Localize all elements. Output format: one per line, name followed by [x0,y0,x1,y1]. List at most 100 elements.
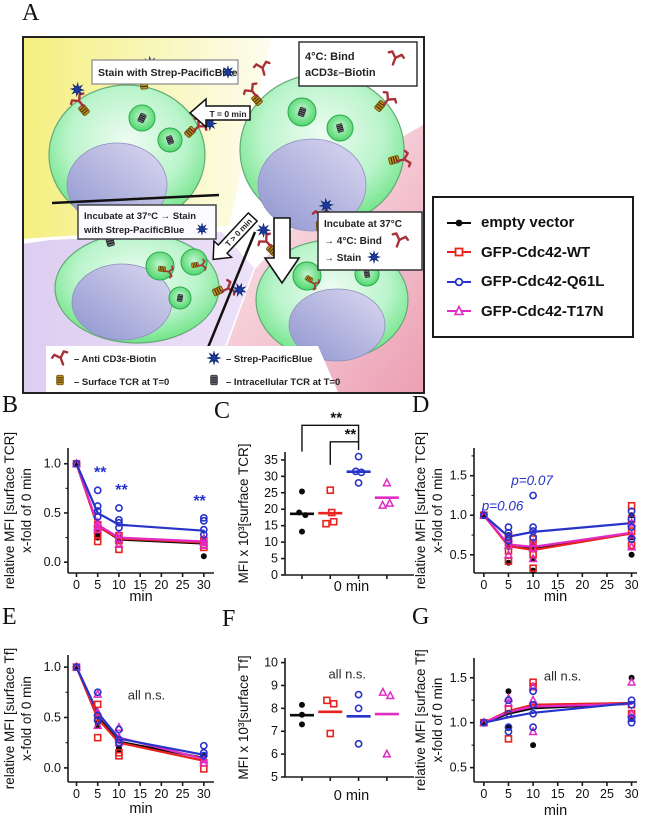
chart-panel-c: 0 5 10 15 20 25 30 35 0 min MFI x 10³[surface TCR… [214,398,418,615]
box-bind-4c: 4°C: Bind aCD3ε–Biotin [298,41,418,87]
series-points-GFP-Cdc42-WT [323,696,338,738]
box-chase-line3: → Stain [324,253,361,264]
legend-item-label: – Strep-PacificBlue [226,354,313,365]
svg-text:10: 10 [112,578,126,592]
svg-text:10: 10 [264,535,278,549]
svg-text:15: 15 [264,519,278,533]
series-line-GFP-Cdc42-Q61L [75,665,205,756]
surface-tcr-icon [56,374,64,386]
arrow-t0: T = 0 min [188,97,251,129]
axes [470,448,637,577]
svg-text:1.0: 1.0 [44,457,61,471]
y-axis-label: MFI x 10³[surface Tf] [236,655,251,779]
series-line-GFP-Cdc42-Q61L [75,462,205,532]
svg-text:0: 0 [480,787,487,801]
svg-text:10: 10 [526,787,540,801]
svg-text:25: 25 [600,578,614,592]
svg-text:10: 10 [264,656,278,670]
svg-text:0: 0 [73,578,80,592]
star-icon [196,223,208,235]
y-axis-label: relative MFI [surface Tf] [2,648,17,790]
series-points-GFP-Cdc42-T17N [378,686,395,758]
svg-text:0.5: 0.5 [44,506,61,520]
svg-text:0: 0 [271,568,278,582]
divider-line-top [51,193,220,205]
svg-text:30: 30 [197,578,211,592]
chart-svg-F: 5 6 7 8 9 10 0 min MFI x 10³[surface Tf] all n.s… [236,655,418,804]
box-chase-line2: → 4°C: Bind [324,236,382,247]
box-bind-line2: aCD3ε–Biotin [305,67,376,79]
svg-text:15: 15 [551,787,565,801]
series-points-empty vector [296,488,309,535]
svg-text:20: 20 [575,787,589,801]
chart-svg-C: 0 5 10 15 20 25 30 35 0 min MFI x 10³[surface TCR… [236,409,418,595]
series-points-GFP-Cdc42-Q61L [72,663,208,760]
panel-a-schematic: 4°C: Bind aCD3ε–Biotin Stain with Strep-… [22,36,425,394]
legend-marker-square-open-icon [447,247,471,257]
svg-text:0.5: 0.5 [450,548,467,562]
annotation: p=0.06 [481,499,524,514]
legend-label: empty vector [481,214,575,232]
svg-text:15: 15 [551,578,565,592]
annotation: all n.s. [544,668,582,683]
svg-text:20: 20 [264,502,278,516]
box-stain: Stain with Strep-PacificBlue [91,59,239,85]
chart-panel-f: 5 6 7 8 9 10 0 min MFI x 10³[surface Tf] all n.s… [214,610,418,822]
svg-text:30: 30 [625,578,639,592]
annotation: all n.s. [328,667,366,682]
svg-text:5: 5 [505,787,512,801]
x-axis-label: 0 min [334,788,369,804]
legend-item-q61l: GFP-Cdc42-Q61L [446,273,628,290]
box-stain-label: Stain with Strep-PacificBlue [98,67,238,79]
svg-text:10: 10 [526,578,540,592]
y-axis-label: x-fold of 0 min [19,468,34,553]
svg-text:0: 0 [480,578,487,592]
cell-top-right [239,59,411,232]
panel-label-d: D [412,392,430,418]
series-points-GFP-Cdc42-Q61L [72,459,208,539]
series-points-GFP-Cdc42-T17N [71,661,209,767]
cell-bottom-left [54,223,248,344]
tick-labels: 5 6 7 8 9 10 [264,656,278,784]
svg-text:0.5: 0.5 [450,761,467,775]
chart-panel-b: 0 5 10 15 20 25 30 0.0 0.5 1.0 min relative MFI [su… [2,398,218,615]
chart-svg-D: 0 5 10 15 20 25 30 0.5 1.0 1.5 min relative MFI [su… [413,432,639,605]
legend-label: GFP-Cdc42-T17N [481,302,604,320]
legend-marker-circle-open-icon [447,277,471,286]
series-points-GFP-Cdc42-Q61L [479,491,636,545]
svg-text:30: 30 [197,787,211,801]
svg-text:1.0: 1.0 [450,508,467,522]
tick-labels: 0 5 10 15 20 25 30 0.5 1.0 1.5 [450,469,639,592]
annotation: all n.s. [128,687,166,702]
svg-text:0.5: 0.5 [44,710,61,724]
svg-text:9: 9 [271,678,278,692]
legend-label: GFP-Cdc42-WT [481,243,591,261]
svg-text:5: 5 [94,578,101,592]
y-axis-label: x-fold of 0 min [430,468,445,553]
chart-panel-g: 0 5 10 15 20 25 30 0.5 1.0 1.5 min relative MFI [su… [413,610,650,822]
svg-text:25: 25 [176,787,190,801]
significance-bracket [329,441,360,465]
chart-panel-d: 0 5 10 15 20 25 30 0.5 1.0 1.5 min relative MFI [su… [413,398,650,615]
x-axis-label: min [129,589,152,605]
axes [64,448,214,577]
legend-marker-triangle-open-icon [447,305,471,316]
axes [64,655,214,786]
y-axis-label: relative MFI [surface TCR] [413,432,428,589]
panel-label-g: G [412,604,430,630]
arrow-t0-label: T = 0 min [209,109,246,119]
svg-text:30: 30 [264,469,278,483]
significance-bracket [301,424,360,452]
legend-item-wt: GFP-Cdc42-WT [446,244,628,261]
annotation: ** [193,493,206,510]
star-icon [222,66,234,78]
chart-svg-B: 0 5 10 15 20 25 30 0.0 0.5 1.0 min relative MFI [su… [2,432,214,605]
panel-label-a: A [22,0,40,26]
star-icon [368,251,380,263]
panel-label-b: B [2,392,19,418]
legend-item-empty-vector: empty vector [446,214,628,231]
legend-item-t17n: GFP-Cdc42-T17N [446,303,628,320]
y-axis-label: MFI x 10³[surface TCR] [236,443,251,583]
series-line-GFP-Cdc42-T17N [482,514,633,548]
arrow-down-icon [263,217,301,285]
